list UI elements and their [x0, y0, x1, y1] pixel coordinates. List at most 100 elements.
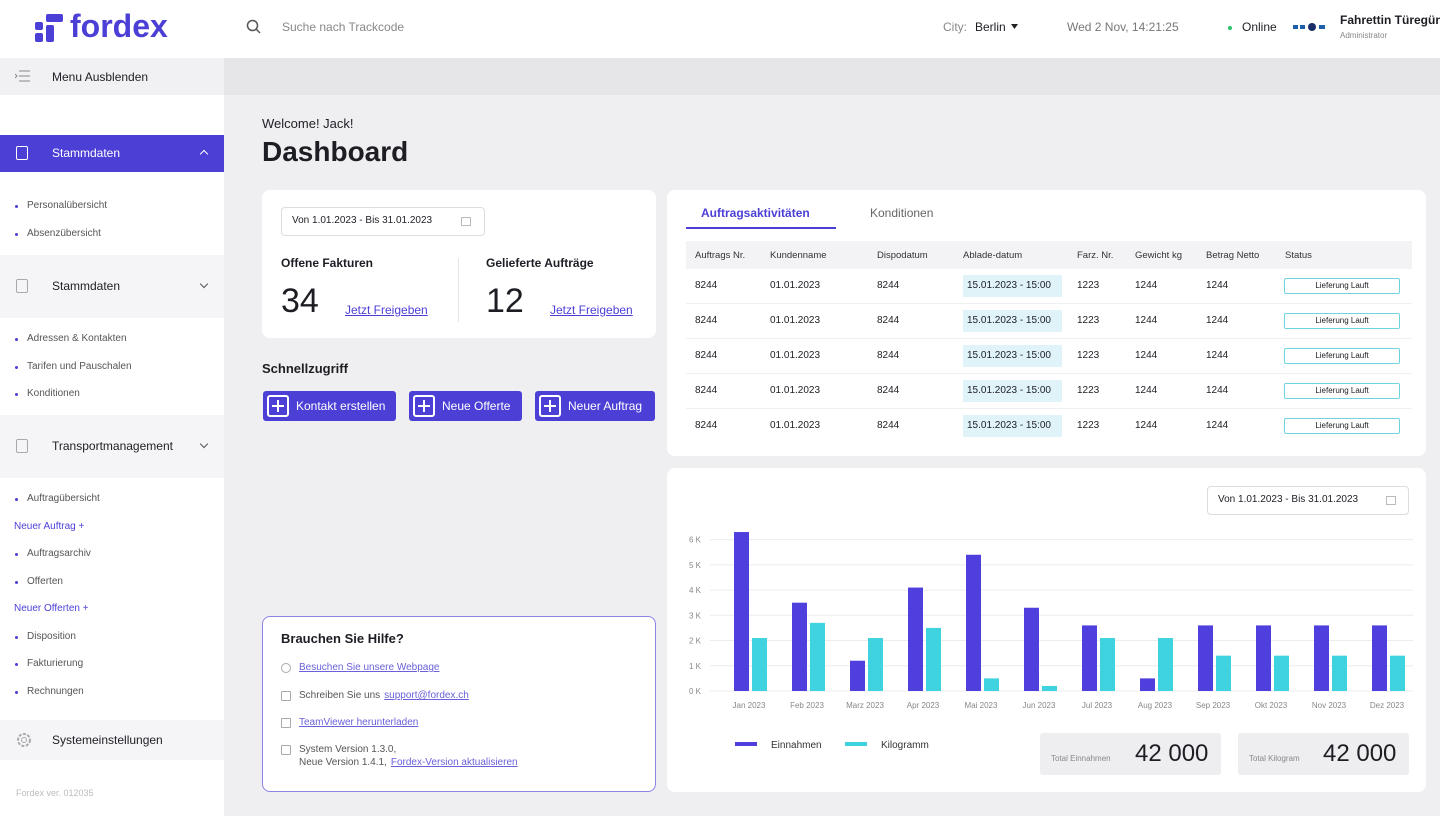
row-divider	[686, 373, 1412, 374]
calendar-icon	[461, 217, 471, 226]
nav-item[interactable]: Auftragsarchiv	[27, 548, 91, 559]
quick-title: Schnellzugriff	[262, 361, 348, 376]
nav-bullet	[15, 553, 18, 556]
status-dot	[1228, 26, 1232, 30]
tab[interactable]: Konditionen	[870, 206, 934, 220]
nav-bullet	[15, 690, 18, 694]
cell: 1223	[1077, 385, 1100, 396]
nav-item[interactable]: Adressen & Kontakten	[27, 333, 127, 344]
nav-item[interactable]: Fakturierung	[27, 658, 84, 669]
nav-item[interactable]: Auftragübersicht	[27, 493, 100, 504]
help-icon	[281, 663, 291, 673]
cell: 1244	[1135, 420, 1158, 431]
plus-icon	[267, 395, 289, 417]
nav-icon	[16, 439, 28, 453]
tab[interactable]: Auftragsaktivitäten	[701, 206, 810, 220]
plus-icon	[539, 395, 561, 417]
nav-bullet	[15, 338, 18, 341]
column-header: Betrag Netto	[1206, 250, 1260, 261]
chart-date-range: Von 1.01.2023 - Bis 31.01.2023	[1218, 494, 1359, 505]
menu-icon	[15, 70, 30, 82]
cell: 15.01.2023 - 15:00	[967, 350, 1051, 361]
help-card	[262, 616, 656, 792]
date-range: Von 1.01.2023 - Bis 31.01.2023	[292, 215, 433, 226]
column-header: Dispodatum	[877, 250, 928, 261]
cell: 8244	[695, 350, 718, 361]
stat-link[interactable]: Jetzt Freigeben	[345, 303, 428, 317]
settings-row[interactable]	[0, 720, 224, 760]
search-input[interactable]: Suche nach Trackcode	[282, 20, 405, 34]
total-box	[1040, 733, 1221, 775]
city-select[interactable]: Berlin	[975, 20, 1006, 34]
cell: 1244	[1206, 280, 1229, 291]
row-divider	[686, 303, 1412, 304]
cell: 01.01.2023	[770, 420, 821, 431]
cell: 1244	[1135, 385, 1158, 396]
nav-section-row[interactable]	[0, 415, 224, 478]
top-band	[224, 58, 1440, 95]
nav-link[interactable]: Neuer Auftrag +	[14, 520, 85, 532]
nav-item[interactable]: Personalübersicht	[27, 200, 108, 211]
cell: 01.01.2023	[770, 350, 821, 361]
cell: 1244	[1135, 280, 1158, 291]
help-link[interactable]: Besuchen Sie unsere Webpage	[299, 662, 440, 673]
status-badge: Lieferung Lauft	[1284, 348, 1400, 364]
cell: 1223	[1077, 350, 1100, 361]
nav-item[interactable]: Absenzübersicht	[27, 227, 101, 239]
plus-v	[549, 400, 551, 412]
date-cell-bg	[963, 380, 1062, 402]
row-divider	[686, 408, 1412, 409]
total-label: Total Kilogram	[1249, 754, 1300, 763]
logo: fordex	[70, 8, 168, 44]
menu-toggle[interactable]: Menu Ausblenden	[52, 70, 149, 84]
cell: 1244	[1135, 315, 1158, 326]
total-value: 42 000	[1323, 740, 1397, 767]
stat-label: Gelieferte Aufträge	[486, 256, 594, 270]
status-badge: Lieferung Lauft	[1284, 278, 1400, 294]
nav-section-row[interactable]	[0, 255, 224, 318]
nav-icon	[16, 279, 28, 293]
nav-section-title[interactable]: Transportmanagement	[52, 439, 173, 453]
nav-section-title[interactable]: Stammdaten	[52, 279, 121, 293]
total-value: 42 000	[1135, 740, 1209, 767]
help-link[interactable]: Fordex-Version aktualisieren	[390, 757, 518, 768]
cell: 1223	[1077, 315, 1100, 326]
settings-link[interactable]: Systemeinstellungen	[52, 733, 163, 747]
nav-section-row[interactable]	[0, 135, 224, 172]
stat-link[interactable]: Jetzt Freigeben	[550, 303, 633, 317]
nav-bullet	[15, 663, 18, 666]
nav-item[interactable]: Rechnungen	[27, 685, 84, 697]
nav-bullet	[15, 205, 18, 208]
menu-toggle-row[interactable]	[0, 58, 224, 95]
column-header: Gewicht kg	[1135, 250, 1182, 261]
chart-date-picker[interactable]	[1207, 486, 1409, 515]
help-title: Brauchen Sie Hilfe?	[281, 631, 404, 646]
user-avatar[interactable]	[1293, 19, 1327, 35]
table-header-row	[686, 241, 1412, 269]
quick-button-label[interactable]: Neue Offerte	[442, 399, 511, 413]
help-icon	[281, 745, 291, 755]
date-picker[interactable]	[281, 207, 485, 236]
cell: 8244	[695, 280, 718, 291]
nav-section-title[interactable]: Stammdaten	[52, 146, 121, 160]
help-link[interactable]: support@fordex.ch	[384, 690, 469, 701]
nav-link[interactable]: Neuer Offerten +	[14, 603, 89, 614]
cell: 01.01.2023	[770, 280, 821, 291]
nav-bullet	[15, 498, 18, 501]
nav-item[interactable]: Offerten	[27, 575, 63, 587]
quick-button-label[interactable]: Neuer Auftrag	[568, 399, 643, 413]
help-link[interactable]: TeamViewer herunterladen	[299, 717, 419, 728]
logo-icon	[35, 14, 63, 42]
column-header: Auftrags Nr.	[695, 250, 746, 261]
nav-item[interactable]: Konditionen	[27, 388, 80, 399]
nav-item[interactable]: Disposition	[27, 630, 76, 642]
caret	[1011, 24, 1018, 29]
status: Online	[1242, 20, 1277, 34]
status-badge: Lieferung Lauft	[1284, 418, 1400, 434]
quick-button-label[interactable]: Kontakt erstellen	[296, 399, 386, 413]
datetime: Wed 2 Nov, 14:21:25	[1067, 20, 1179, 34]
cell: 8244	[877, 420, 900, 431]
nav-item[interactable]: Tarifen und Pauschalen	[27, 360, 132, 372]
page-title: Dashboard	[262, 136, 409, 167]
